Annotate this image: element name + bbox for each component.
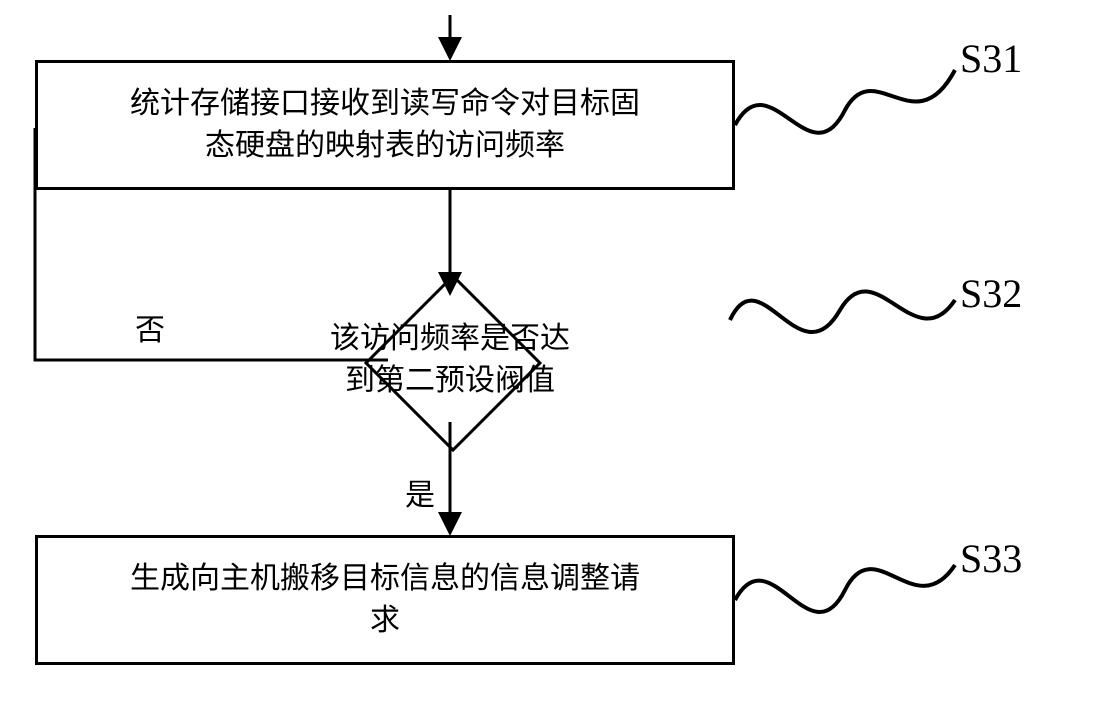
step-label-s31: S31 [960,35,1022,82]
node-s31-text: 统计存储接口接收到读写命令对目标固态硬盘的映射表的访问频率 [130,83,640,167]
node-s33: 生成向主机搬移目标信息的信息调整请求 [35,535,735,665]
flowchart-canvas: 统计存储接口接收到读写命令对目标固态硬盘的映射表的访问频率 该访问频率是否达到第… [0,0,1099,722]
step-label-s33: S33 [960,535,1022,582]
node-s32 [364,274,542,452]
edge-label-no: 否 [135,305,165,349]
edge-label-yes: 是 [405,470,435,514]
node-s31: 统计存储接口接收到读写命令对目标固态硬盘的映射表的访问频率 [35,60,735,190]
node-s33-text: 生成向主机搬移目标信息的信息调整请求 [130,558,640,642]
step-label-s32: S32 [960,270,1022,317]
